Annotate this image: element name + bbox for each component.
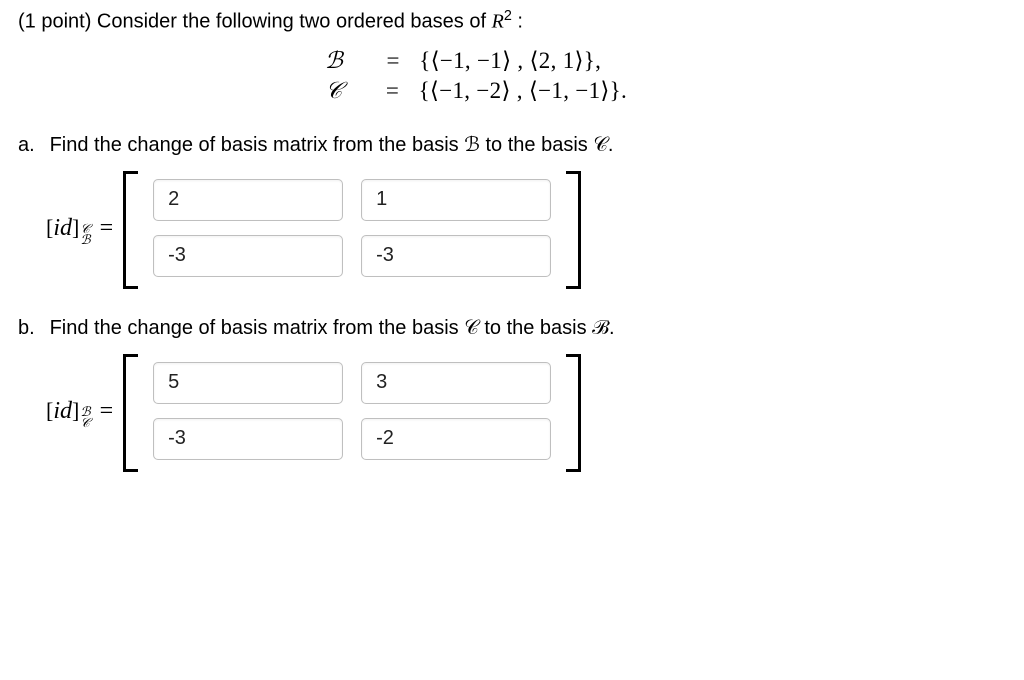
part-b-prompt: b. Find the change of basis matrix from … xyxy=(18,317,1006,340)
basis-C-set: {⟨−1, −2⟩ , ⟨−1, −1⟩}. xyxy=(419,78,699,104)
id-label: id xyxy=(53,398,72,424)
part-b-matrix: 5 3 -3 -2 xyxy=(139,354,565,472)
part-a-text: Find the change of basis matrix from the… xyxy=(50,134,614,156)
left-bracket-icon xyxy=(121,171,139,289)
basis-C-symbol: 𝒞 xyxy=(325,78,342,103)
part-a-sub: ℬ xyxy=(80,234,90,245)
right-bracket-icon xyxy=(565,171,583,289)
matrix-input-b-0-0[interactable]: 5 xyxy=(153,362,343,404)
matrix-input-b-1-1[interactable]: -2 xyxy=(361,418,551,460)
equals-sign: = xyxy=(373,78,413,104)
part-a-label: a. xyxy=(18,134,44,157)
left-bracket-icon xyxy=(121,354,139,472)
basis-B-set: {⟨−1, −1⟩ , ⟨2, 1⟩}, xyxy=(419,48,699,74)
part-a-prompt: a. Find the change of basis matrix from … xyxy=(18,132,1006,157)
intro-text: (1 point) Consider the following two ord… xyxy=(18,11,492,33)
part-b-sub: 𝒞 xyxy=(80,417,90,428)
part-a-answer: [id]𝒞ℬ = 2 1 -3 -3 xyxy=(46,171,1006,289)
matrix-input-b-1-0[interactable]: -3 xyxy=(153,418,343,460)
space-suffix: : xyxy=(512,11,523,33)
matrix-input-a-1-1[interactable]: -3 xyxy=(361,235,551,277)
basis-B-symbol: ℬ xyxy=(325,48,343,73)
matrix-input-a-0-1[interactable]: 1 xyxy=(361,179,551,221)
part-b-lhs: [id]ℬ𝒞 = xyxy=(46,398,113,428)
basis-C-line: 𝒞 = {⟨−1, −2⟩ , ⟨−1, −1⟩}. xyxy=(18,78,1006,104)
right-bracket-icon xyxy=(565,354,583,472)
matrix-input-a-1-0[interactable]: -3 xyxy=(153,235,343,277)
problem-intro: (1 point) Consider the following two ord… xyxy=(18,8,1006,34)
matrix-input-b-0-1[interactable]: 3 xyxy=(361,362,551,404)
matrix-input-a-0-0[interactable]: 2 xyxy=(153,179,343,221)
id-label: id xyxy=(53,215,72,241)
part-a-matrix: 2 1 -3 -3 xyxy=(139,171,565,289)
space-exp: 2 xyxy=(504,8,512,24)
part-b-label: b. xyxy=(18,317,44,340)
part-b-answer: [id]ℬ𝒞 = 5 3 -3 -2 xyxy=(46,354,1006,472)
space-R: R xyxy=(492,11,504,33)
part-b-text: Find the change of basis matrix from the… xyxy=(50,317,615,339)
equals-sign: = xyxy=(373,48,413,74)
part-a-lhs: [id]𝒞ℬ = xyxy=(46,215,113,245)
basis-B-line: ℬ = {⟨−1, −1⟩ , ⟨2, 1⟩}, xyxy=(18,48,1006,74)
